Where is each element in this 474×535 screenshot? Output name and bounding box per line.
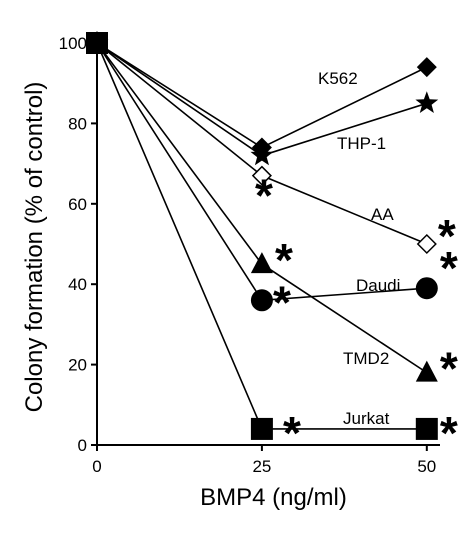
series-lines: [96, 42, 428, 430]
significance-star: *: [438, 210, 456, 262]
marker-diamond-open: [251, 165, 272, 186]
marker-diamond-open: [416, 233, 437, 255]
series-label-aa: AA: [371, 205, 394, 224]
marker-circle: [415, 277, 438, 300]
series-line-k562: [96, 42, 428, 149]
y-tick-label: 0: [78, 436, 87, 455]
x-tick-label: 0: [92, 457, 101, 476]
significance-star: *: [440, 407, 458, 459]
marker-square: [415, 417, 438, 440]
series-markers: ******* *: [85, 31, 458, 459]
axes: 0 20 40 60 80 100 0 25 50: [59, 34, 440, 476]
significance-star: *: [273, 276, 291, 328]
x-tick-label: 25: [252, 457, 271, 476]
y-tick-label: 80: [68, 114, 87, 133]
marker-triangle: [415, 360, 438, 382]
marker-diamond: [416, 57, 437, 78]
marker-square: [86, 32, 108, 54]
series-label-thp-1: THP-1: [337, 134, 386, 153]
y-tick-label: 20: [68, 356, 87, 375]
x-axis-title: BMP4 (ng/ml): [200, 484, 347, 511]
marker-star: [250, 143, 274, 166]
significance-star: *: [255, 170, 273, 222]
marker-square: [250, 417, 273, 440]
significance-star: *: [283, 407, 301, 459]
series-label-k562: K562: [318, 69, 358, 88]
marker-circle: [250, 289, 273, 312]
series-labels: K562 THP-1 AA Daudi TMD2 Jurkat: [318, 69, 400, 428]
y-tick-label: 60: [68, 195, 87, 214]
marker-star: [415, 91, 439, 113]
significance-star: *: [440, 242, 458, 294]
series-label-tmd2: TMD2: [343, 349, 389, 368]
series-label-daudi: Daudi: [356, 276, 400, 295]
x-tick-label: 50: [417, 457, 436, 476]
y-axis-title: Colony formation (% of control): [21, 82, 48, 413]
y-tick-label: 40: [68, 275, 87, 294]
significance-star: *: [440, 343, 458, 395]
marker-triangle: [250, 252, 273, 274]
series-line-jurkat: [96, 42, 427, 430]
significance-star: *: [275, 234, 293, 286]
y-tick-label: 100: [59, 34, 87, 53]
series-label-jurkat: Jurkat: [343, 409, 390, 428]
